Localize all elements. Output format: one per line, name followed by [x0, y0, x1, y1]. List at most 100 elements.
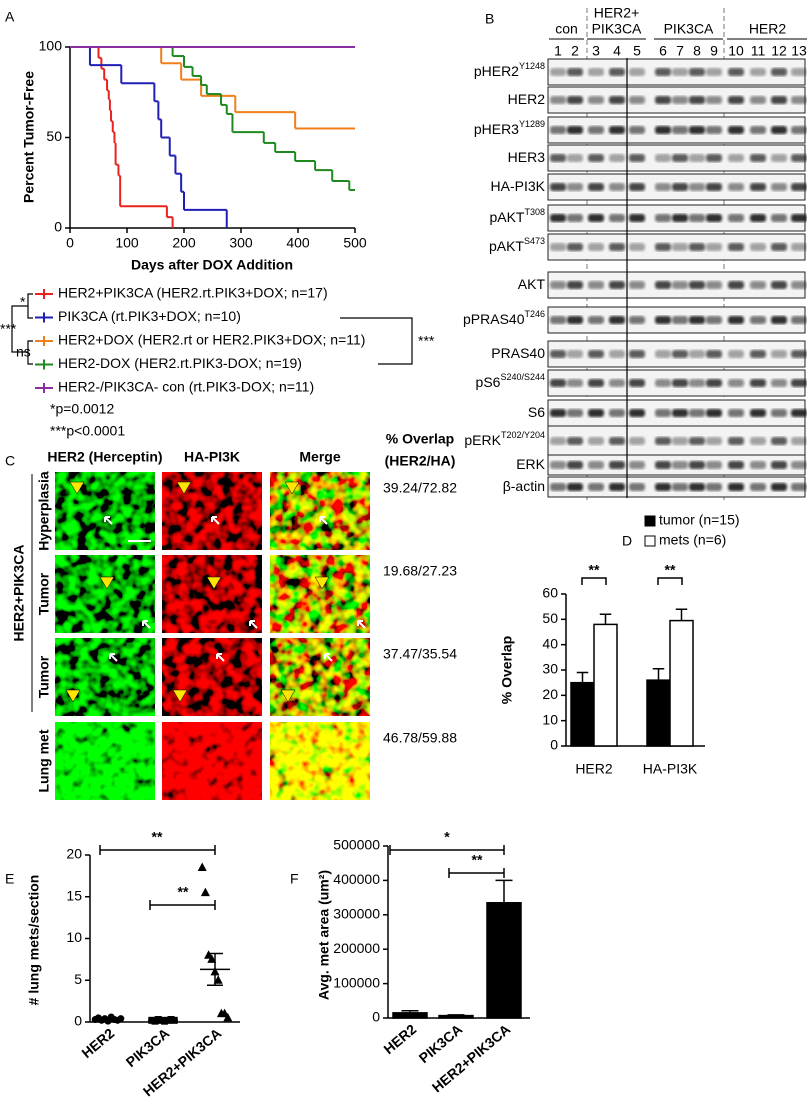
blot-band — [750, 183, 766, 191]
blot-band — [706, 350, 722, 358]
y-tick-label: 50 — [46, 128, 62, 144]
blot-band — [629, 183, 645, 191]
x-tick-label: 400 — [286, 235, 310, 251]
protein-site: T246 — [524, 309, 545, 319]
x-tick-label: HER2 — [575, 761, 613, 777]
blot-band — [791, 243, 807, 251]
blot-band — [728, 316, 744, 324]
marker-arrow — [104, 516, 113, 525]
protein-name: pAKT — [489, 209, 524, 225]
blot-band — [791, 409, 807, 417]
blot-band — [588, 461, 604, 469]
blot-band — [609, 243, 625, 251]
group-label: HER2+PIK3CA — [11, 545, 27, 642]
significance-bracket — [657, 577, 683, 585]
panel-letter: C — [5, 453, 15, 469]
blot-band — [655, 96, 671, 104]
blot-band — [567, 281, 583, 289]
y-axis-label: Percent Tumor-Free — [21, 71, 37, 203]
blot-band — [750, 154, 766, 162]
blot-band — [672, 437, 688, 445]
blot-band — [672, 350, 688, 358]
marker-arrow — [211, 516, 220, 525]
blot-band — [706, 409, 722, 417]
protein-site: S240/S244 — [500, 372, 545, 382]
micrograph — [270, 722, 370, 800]
blot-band — [609, 154, 625, 162]
blot-band — [550, 96, 566, 104]
blot-band — [588, 281, 604, 289]
blot-band — [550, 126, 566, 134]
significance-label: *** — [0, 321, 17, 337]
blot-band — [567, 68, 583, 76]
protein-name: S6 — [528, 404, 545, 420]
blot-band — [706, 214, 722, 222]
blot-band — [550, 281, 566, 289]
lane-group-label: HER2 — [749, 21, 787, 37]
significance-bracket — [99, 845, 216, 855]
legend-label: PIK3CA (rt.PIK3+DOX; n=10) — [58, 308, 241, 324]
protein-site: Y1289 — [519, 119, 545, 129]
blot-band — [771, 350, 787, 358]
blot-band — [567, 126, 583, 134]
protein-label: pHER2Y1248 — [474, 61, 545, 78]
blot-band — [672, 96, 688, 104]
blot-band — [655, 316, 671, 324]
blot-band — [588, 68, 604, 76]
blot-band — [771, 68, 787, 76]
blot-band — [588, 154, 604, 162]
micrograph — [55, 472, 155, 550]
panel-letter: E — [5, 871, 14, 887]
blot-band — [791, 281, 807, 289]
protein-name: pHER3 — [474, 121, 519, 137]
blot-band — [706, 461, 722, 469]
lane-number: 5 — [633, 43, 641, 59]
blot-band — [672, 483, 688, 491]
blot-band — [655, 461, 671, 469]
blot-band — [706, 154, 722, 162]
y-tick-label: 60 — [542, 585, 558, 601]
micrograph — [55, 722, 155, 800]
blot-band — [791, 96, 807, 104]
x-axis-label: Days after DOX Addition — [131, 257, 293, 273]
blot-band — [689, 126, 705, 134]
lane-number: 10 — [728, 43, 744, 59]
blot-band — [689, 483, 705, 491]
lane-number: 9 — [710, 43, 718, 59]
overlap-value: 46.78/59.88 — [383, 730, 457, 746]
lane-group-label: HER2+ — [594, 5, 640, 21]
marker-triangle — [99, 576, 115, 590]
protein-site: Y1248 — [519, 61, 545, 71]
error-bar — [576, 671, 589, 683]
blot-band — [655, 126, 671, 134]
blot-band — [771, 316, 787, 324]
blot-band — [588, 437, 604, 445]
marker-triangle — [172, 689, 188, 703]
blot-band — [588, 316, 604, 324]
y-tick-label: 20 — [542, 686, 558, 702]
blot-band — [672, 316, 688, 324]
panel-letter: D — [622, 533, 632, 549]
blot-band — [672, 281, 688, 289]
lane-number: 6 — [659, 43, 667, 59]
blot-band — [629, 409, 645, 417]
significance-bracket — [389, 845, 505, 855]
blot-band — [655, 214, 671, 222]
blot-band — [750, 350, 766, 358]
blot-band — [706, 483, 722, 491]
protein-name: β-actin — [503, 478, 545, 494]
blot-band — [550, 154, 566, 162]
blot-band — [629, 437, 645, 445]
micrograph — [162, 638, 262, 716]
blot-band — [567, 243, 583, 251]
y-tick-label: 10 — [66, 929, 82, 945]
row-label: Hyperplasia — [36, 471, 52, 551]
error-bar — [100, 1017, 116, 1022]
legend-swatch — [644, 515, 656, 527]
bar — [669, 619, 694, 747]
blot-band — [750, 214, 766, 222]
lane-number: 1 — [554, 43, 562, 59]
legend-label: mets (n=6) — [659, 532, 726, 548]
y-tick-label: 500000 — [333, 837, 380, 853]
legend-label: HER2+DOX (HER2.rt or HER2.PIK3+DOX; n=11… — [58, 332, 365, 348]
